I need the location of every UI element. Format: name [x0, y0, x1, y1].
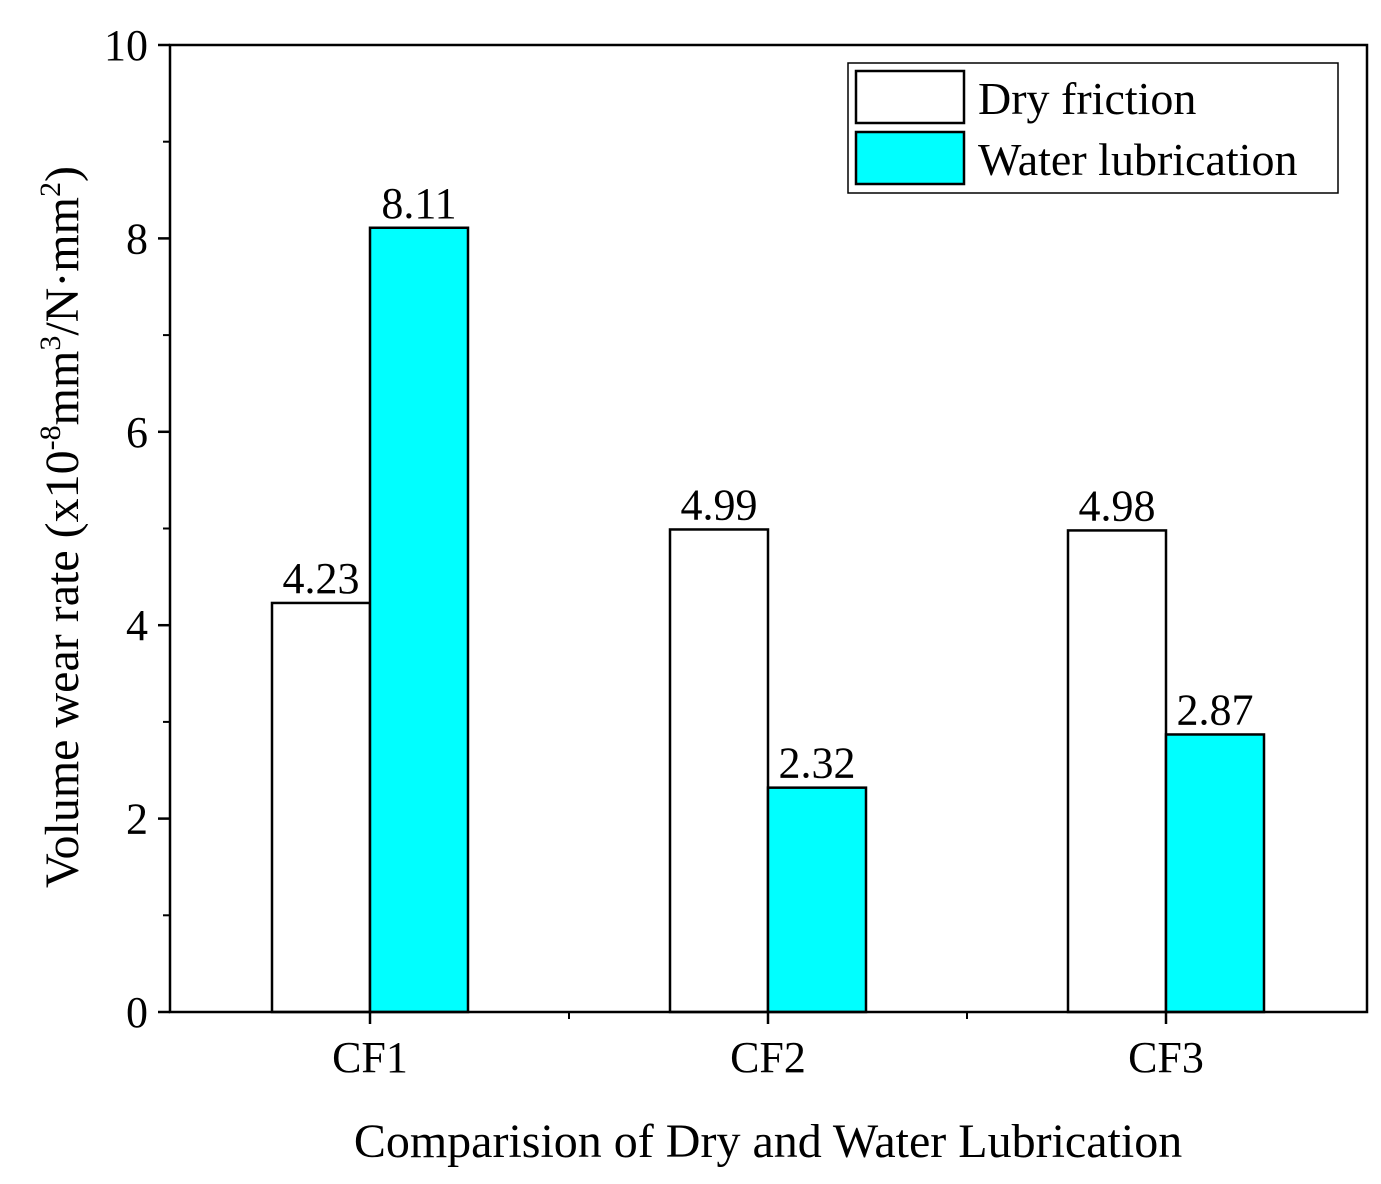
data-label-cf2-dry-friction: 4.99	[681, 480, 758, 529]
legend-swatch-dry-friction	[854, 69, 966, 125]
x-tick-label-cf3: CF3	[1128, 1033, 1204, 1082]
bar-cf2-dry-friction	[668, 528, 770, 1014]
axes-layer: CF1 CF2 CF3 0 2 4 6 8 10	[104, 21, 1369, 1082]
y-axis-title-mid1: mm	[36, 351, 89, 426]
y-tick-label-8: 8	[126, 214, 148, 263]
y-axis-title-prefix: Volume wear rate (x10	[36, 450, 89, 888]
y-axis-title-suffix: )	[36, 166, 89, 182]
data-label-cf1-water-lubrication: 8.11	[381, 179, 456, 228]
x-tick-label-cf2: CF2	[730, 1033, 806, 1082]
data-label-cf3-water-lubrication: 2.87	[1177, 685, 1254, 734]
data-label-cf3-dry-friction: 4.98	[1079, 481, 1156, 530]
x-tick-label-cf1: CF1	[332, 1033, 408, 1082]
y-tick-label-4: 4	[126, 601, 148, 650]
data-labels-layer: 4.23 8.11 4.99 2.32 4.98 2.87	[283, 179, 1254, 788]
legend: Dry friction Water lubrication	[847, 62, 1339, 194]
y-axis-title-mid2: /N·mm	[36, 197, 89, 336]
bar-cf2-water-lubrication	[766, 786, 868, 1014]
y-axis-title: Volume wear rate (x10-8mm3/N·mm2)	[34, 166, 89, 888]
x-axis-title: Comparision of Dry and Water Lubrication	[354, 1115, 1182, 1168]
y-tick-label-6: 6	[126, 408, 148, 457]
bars-layer	[270, 226, 1266, 1014]
y-tick-label-2: 2	[126, 795, 148, 844]
y-axis-title-exp2: 3	[34, 336, 67, 351]
legend-label-water-lubrication: Water lubrication	[978, 134, 1297, 185]
y-axis-title-exp1: -8	[34, 425, 67, 450]
data-label-cf1-dry-friction: 4.23	[283, 554, 360, 603]
legend-swatch-water-lubrication	[854, 130, 966, 186]
y-tick-label-0: 0	[126, 988, 148, 1037]
bar-cf1-water-lubrication	[368, 226, 470, 1014]
y-tick-label-10: 10	[104, 21, 148, 70]
data-label-cf2-water-lubrication: 2.32	[779, 739, 856, 788]
bar-cf3-water-lubrication	[1164, 733, 1266, 1014]
bar-cf1-dry-friction	[270, 601, 372, 1014]
legend-label-dry-friction: Dry friction	[978, 73, 1196, 124]
bar-cf3-dry-friction	[1066, 529, 1168, 1014]
y-axis-title-exp3: 2	[34, 182, 67, 197]
